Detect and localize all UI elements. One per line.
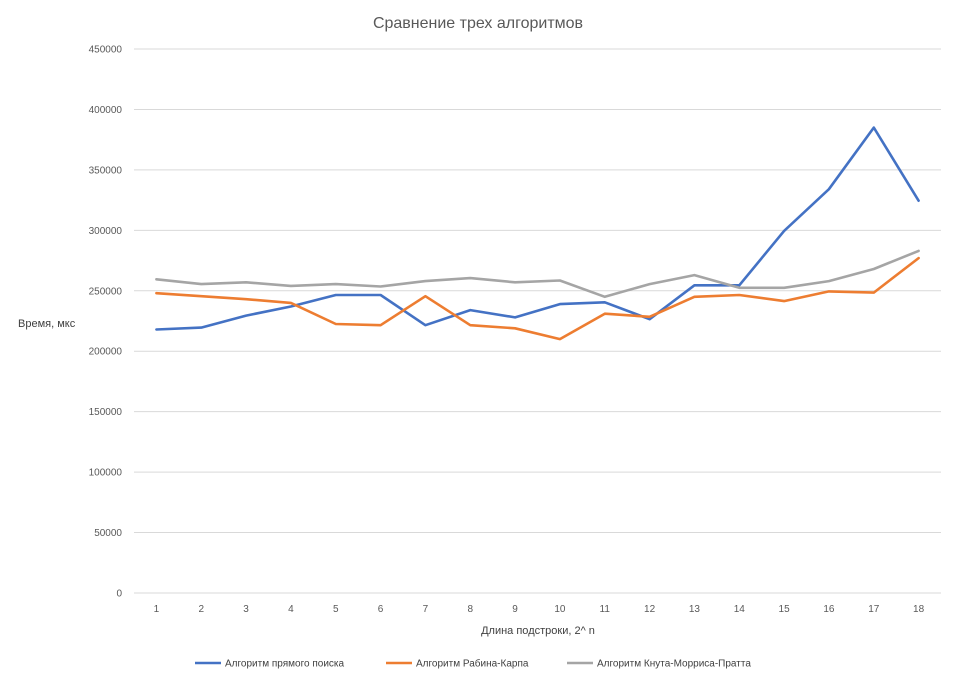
x-tick-label: 6 (378, 604, 384, 615)
legend-label: Алгоритм прямого поиска (225, 659, 345, 670)
y-tick-label: 100000 (89, 468, 123, 479)
legend-item: Алгоритм Рабина-Карпа (386, 658, 529, 670)
x-tick-label: 5 (333, 604, 339, 615)
x-tick-label: 7 (423, 604, 429, 615)
x-tick-label: 9 (512, 604, 518, 615)
x-tick-label: 2 (198, 604, 204, 615)
x-tick-label: 13 (689, 604, 701, 615)
y-tick-label: 400000 (89, 105, 123, 116)
x-tick-label: 10 (554, 604, 566, 615)
y-tick-label: 0 (116, 589, 122, 600)
y-tick-label: 150000 (89, 407, 123, 418)
legend-item: Алгоритм прямого поиска (195, 659, 345, 670)
x-tick-label: 3 (243, 604, 249, 615)
y-tick-label: 200000 (89, 347, 123, 358)
y-tick-label: 300000 (89, 226, 123, 237)
y-axis-ticks: 0 50000 100000 150000 200000 250000 300000 3500… (89, 45, 123, 600)
x-tick-label: 1 (154, 604, 160, 615)
series-line (155, 249, 920, 299)
x-tick-label: 11 (600, 604, 611, 615)
x-tick-label: 12 (644, 604, 656, 615)
legend: Алгоритм прямого поиска Алгоритм Рабина-К… (195, 658, 751, 670)
x-axis-label: Длина подстроки, 2^ n (481, 625, 595, 637)
series-lines (155, 126, 920, 341)
x-tick-label: 14 (734, 604, 746, 615)
y-tick-label: 450000 (89, 45, 123, 56)
legend-item: Алгоритм Кнута-Морриса-Пратта (567, 659, 751, 670)
x-tick-label: 8 (467, 604, 473, 615)
chart-title: Сравнение трех алгоритмов (373, 15, 583, 32)
legend-label: Алгоритм Кнута-Морриса-Пратта (597, 659, 751, 670)
x-axis-ticks: 1 2 3 4 5 6 7 8 9 10 11 12 13 14 15 16 17 18 (154, 604, 925, 615)
series-line (155, 256, 920, 341)
series-line (155, 126, 920, 331)
x-tick-label: 16 (823, 604, 835, 615)
legend-label: Алгоритм Рабина-Карпа (416, 658, 529, 670)
y-tick-label: 250000 (89, 286, 123, 297)
y-tick-label: 350000 (89, 165, 123, 176)
x-tick-label: 17 (868, 604, 880, 615)
x-tick-label: 15 (779, 604, 791, 615)
x-tick-label: 4 (288, 604, 294, 615)
x-tick-label: 18 (913, 604, 925, 615)
gridlines (134, 48, 941, 594)
y-axis-label: Время, мкс (18, 318, 76, 330)
y-tick-label: 50000 (94, 528, 122, 539)
